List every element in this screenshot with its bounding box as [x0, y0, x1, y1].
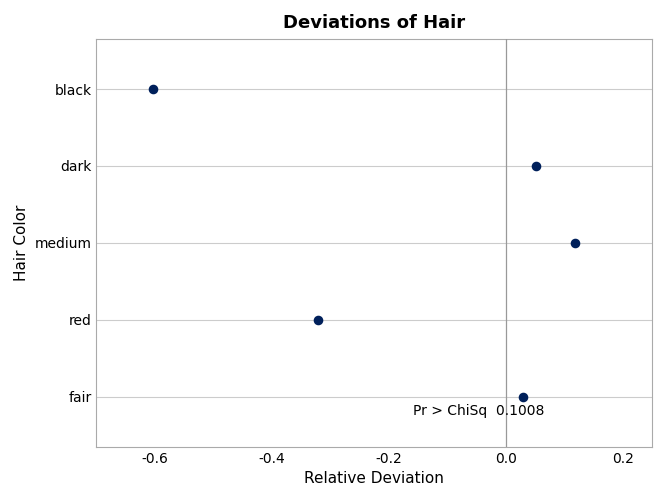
Y-axis label: Hair Color: Hair Color	[14, 204, 29, 281]
Point	[531, 162, 541, 170]
X-axis label: Relative Deviation: Relative Deviation	[304, 471, 444, 486]
Point	[569, 239, 580, 247]
Title: Deviations of Hair: Deviations of Hair	[283, 14, 466, 32]
Point	[518, 392, 529, 400]
Point	[148, 85, 159, 93]
Text: Pr > ChiSq  0.1008: Pr > ChiSq 0.1008	[413, 404, 545, 418]
Point	[313, 316, 324, 324]
